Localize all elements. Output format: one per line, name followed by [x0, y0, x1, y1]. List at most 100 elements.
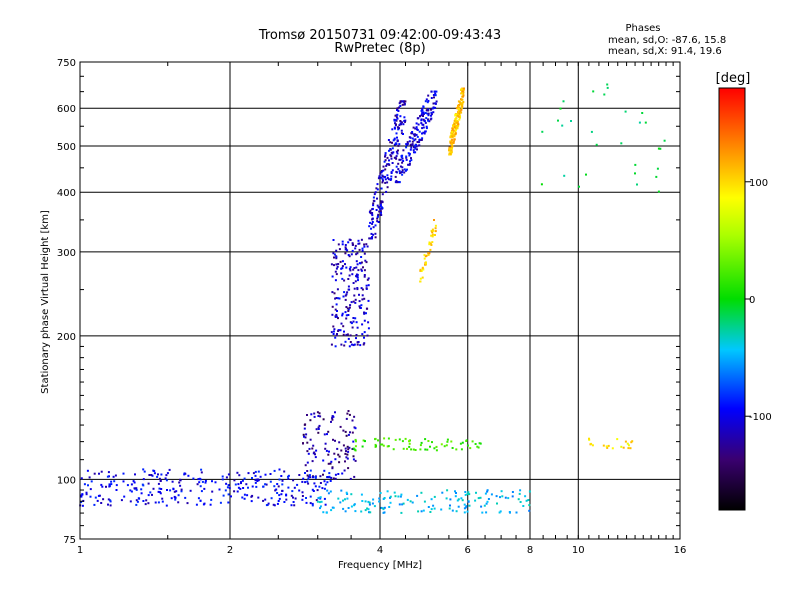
echo-point [352, 440, 355, 443]
echo-point [445, 497, 448, 500]
echo-point [318, 412, 321, 415]
echo-point [357, 341, 360, 343]
echo-point [507, 497, 510, 500]
echo-point [361, 333, 364, 336]
echo-point [352, 300, 355, 303]
echo-point [390, 171, 393, 174]
x-tick-label: 2 [227, 545, 233, 556]
echo-point [476, 445, 479, 448]
echo-point [377, 213, 380, 216]
echo-point [210, 498, 213, 501]
echo-point [345, 417, 348, 420]
echo-point [433, 219, 435, 221]
echo-point [272, 503, 275, 506]
echo-point [590, 442, 593, 445]
echo-point [451, 131, 454, 134]
echo-point [420, 270, 423, 272]
echo-point [371, 502, 374, 505]
echo-point [431, 235, 434, 238]
echo-point [663, 139, 666, 142]
echo-point [93, 472, 96, 475]
echo-point [430, 229, 433, 232]
echo-point [346, 249, 349, 252]
echo-point [339, 260, 342, 263]
echo-point [354, 510, 357, 513]
echo-point [384, 159, 387, 162]
echo-point [446, 440, 449, 443]
x-axis-label: Frequency [MHz] [338, 560, 422, 571]
echo-point [401, 161, 404, 164]
echo-point [370, 232, 373, 235]
echo-point [540, 183, 543, 186]
echo-point [334, 345, 337, 348]
echo-point [347, 337, 350, 340]
echo-point [459, 442, 462, 445]
echo-point [264, 473, 267, 476]
echo-point [314, 476, 317, 478]
echo-point [364, 500, 367, 503]
echo-point [326, 433, 328, 436]
echo-point [455, 117, 458, 120]
echo-point [440, 508, 443, 511]
echo-point [341, 312, 344, 315]
echo-point [313, 412, 316, 415]
echo-point [157, 490, 160, 493]
echo-point [200, 490, 203, 493]
echo-point [329, 490, 332, 493]
echo-point [458, 118, 461, 121]
echo-point [352, 458, 355, 461]
echo-point [415, 122, 418, 125]
echo-point [197, 478, 200, 481]
echo-point [332, 506, 335, 509]
echo-point [462, 94, 465, 97]
echo-point [363, 331, 366, 334]
echo-point [373, 505, 376, 508]
echo-point [345, 266, 348, 269]
echo-point [384, 154, 387, 157]
echo-point [158, 477, 161, 480]
echo-point [450, 133, 453, 136]
echo-point [421, 127, 424, 130]
echo-point [339, 425, 342, 428]
echo-point [172, 488, 175, 491]
echo-point [441, 491, 444, 494]
echo-point [631, 440, 634, 443]
echo-point [460, 448, 463, 451]
echo-point [498, 511, 501, 514]
echo-point [634, 172, 636, 175]
echo-point [372, 498, 375, 501]
echo-point [306, 480, 309, 483]
echo-point [427, 118, 429, 121]
echo-point [173, 490, 176, 493]
echo-point [448, 153, 451, 156]
echo-point [430, 498, 433, 501]
echo-point [294, 497, 297, 500]
echo-point [306, 470, 309, 472]
echo-point [179, 478, 182, 481]
echo-point [337, 453, 340, 456]
echo-point [376, 183, 379, 186]
echo-point [328, 450, 330, 453]
echo-point [365, 307, 368, 310]
echo-point [354, 427, 357, 430]
echo-point [211, 490, 214, 493]
echo-point [85, 491, 88, 494]
echo-point [337, 330, 340, 332]
echo-point [378, 497, 381, 500]
echo-point [456, 119, 459, 122]
echo-point [265, 483, 268, 486]
stats-x-line: mean, sd,X: 91.4, 19.6 [608, 46, 722, 57]
echo-point [170, 497, 173, 500]
echo-point [345, 450, 347, 453]
echo-point [356, 276, 359, 279]
echo-point [293, 504, 296, 507]
echo-point [323, 433, 326, 436]
echo-point [459, 110, 462, 113]
echo-point [211, 480, 213, 483]
echo-point [418, 138, 421, 141]
echo-point [433, 447, 436, 450]
echo-point [338, 441, 341, 444]
echo-point [171, 480, 174, 483]
echo-point [381, 193, 384, 196]
echo-point [277, 485, 280, 488]
